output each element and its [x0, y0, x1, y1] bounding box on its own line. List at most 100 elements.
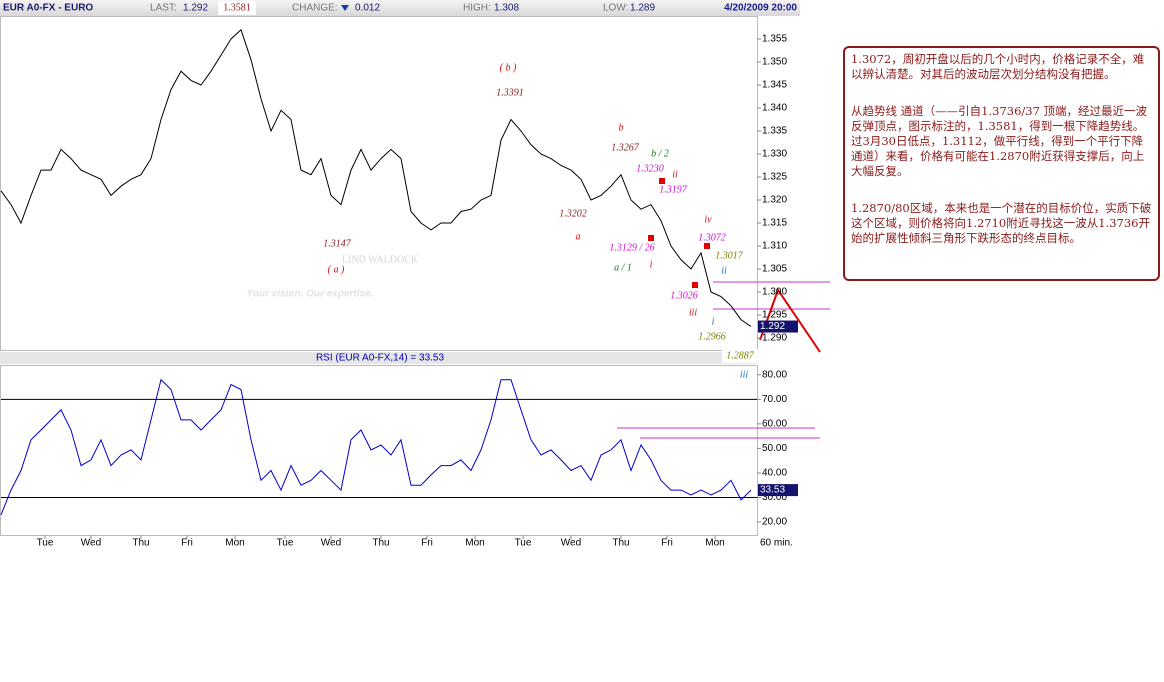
x-tick-label: Wed: [561, 538, 581, 549]
change-label: CHANGE:: [292, 3, 338, 14]
annotation: b: [619, 122, 624, 133]
annotation: iii: [740, 369, 749, 380]
annotation: 1.3017: [715, 250, 744, 261]
note-paragraph: 从趋势线 通道（——引自1.3736/37 顶端，经过最近一波反弹顶点，图示标注…: [851, 104, 1148, 178]
y-tick-label: 20.00: [762, 517, 787, 528]
annotation: i: [712, 316, 715, 327]
annotation: 1.3267: [611, 142, 640, 153]
last: 1.292: [183, 3, 208, 14]
label-box: [733, 369, 755, 381]
label-box: [722, 349, 760, 363]
annotation: a: [576, 231, 581, 242]
y-tick-label: 1.290: [762, 333, 787, 344]
y-tick-label: 1.335: [762, 126, 787, 137]
high-mark: 1.3581: [223, 2, 251, 13]
x-tick-label: Tue: [37, 538, 54, 549]
annotation: 1.3391: [496, 87, 524, 98]
x-tick-label: Wed: [81, 538, 101, 549]
annotation: i: [650, 259, 653, 270]
y-tick-label: 70.00: [762, 394, 787, 405]
y-tick-label: 60.00: [762, 419, 787, 430]
annotations: ( b ) 1.3391 b 1.3267 b / 2 1.3230 ii 1.…: [323, 62, 760, 381]
note-paragraph: 1.3072，周初开盘以后的几个小时内，价格记录不全，难以辨认清楚。对其后的波动…: [851, 52, 1145, 81]
price-frame: [0, 16, 758, 351]
y-tick-label: 50.00: [762, 443, 787, 454]
y-tick-label: 30.00: [762, 492, 787, 503]
annotation: 1.3129 / 26: [609, 242, 654, 253]
x-tick-label: Fri: [181, 538, 193, 549]
y-tick-label: 1.320: [762, 195, 787, 206]
y-tick-label: 1.300: [762, 287, 787, 298]
high: 1.308: [494, 3, 519, 14]
series-line: [0, 28, 752, 327]
annotation: 1.2966: [698, 331, 726, 342]
annotation: 1.3230: [636, 163, 664, 174]
x-tick-label: Tue: [277, 538, 294, 549]
down-arrow: [341, 5, 349, 11]
high-label: HIGH:: [463, 3, 491, 14]
low: 1.289: [630, 3, 655, 14]
low-label: LOW:: [603, 3, 628, 14]
annotation: ( b ): [500, 62, 517, 73]
watermark-slogan: Your vision. Our expertise.: [247, 289, 374, 300]
y-tick-label: 1.355: [762, 34, 787, 45]
annotation: iii: [689, 307, 698, 318]
annotation: 1.3147: [323, 238, 352, 249]
symbol: EUR A0-FX - EURO: [3, 3, 93, 14]
marker: [659, 178, 665, 184]
marker: [648, 235, 654, 241]
y-tick-label: 1.310: [762, 241, 787, 252]
annotation: b / 2: [651, 148, 669, 159]
rsi-title-bar: [0, 352, 757, 364]
y-tick-label: 40.00: [762, 468, 787, 479]
annotation: iv: [704, 214, 712, 225]
annotation: 1.3202: [559, 208, 587, 219]
x-tick-label: Fri: [661, 538, 673, 549]
x-tick-label: Thu: [132, 538, 149, 549]
watermark-brand: LIND WALDOCK: [342, 254, 419, 265]
x-tick-label: Mon: [225, 538, 244, 549]
y-tick-label: 1.315: [762, 218, 787, 229]
rsi-frame: [0, 365, 758, 536]
annotation: a / 1: [614, 262, 632, 273]
marker: [692, 282, 698, 288]
x-tick-label: Mon: [705, 538, 724, 549]
annotation: 1.3026: [670, 290, 698, 301]
annotation: ( a ): [328, 264, 345, 275]
annotation: 1.2887: [726, 350, 755, 361]
annotation: ii: [672, 169, 678, 180]
high-box: [218, 1, 256, 15]
y-tick-label: 1.325: [762, 172, 787, 183]
annotation: 1.3197: [659, 184, 688, 195]
value-tag-label: 33.53: [760, 485, 785, 496]
interval: 60 min.: [760, 538, 793, 549]
datetime: 4/20/2009 20:00: [724, 3, 797, 14]
annotation: 1.3072: [698, 232, 726, 243]
header-bar: [0, 0, 800, 16]
chart: EUR A0-FX - EURO LAST: 1.292 1.3581 CHAN…: [0, 0, 830, 549]
rsi-title: RSI (EUR A0-FX,14) = 33.53: [316, 353, 445, 364]
y-tick-label: 1.345: [762, 80, 787, 91]
y-tick-label: 1.330: [762, 149, 787, 160]
last-label: LAST:: [150, 3, 177, 14]
y-tick-label: 1.305: [762, 264, 787, 275]
x-tick-label: Tue: [515, 538, 532, 549]
x-tick-label: Thu: [372, 538, 389, 549]
x-tick-label: Fri: [421, 538, 433, 549]
wave-markers: [648, 178, 710, 288]
value-tag: [758, 484, 798, 497]
value-tag-label: 1.292: [760, 321, 785, 332]
note-paragraph: 1.2870/80区域，本来也是一个潜在的目标价位，实质下破这个区域，则价格将向…: [851, 201, 1152, 245]
comment-box: 1.3072，周初开盘以后的几个小时内，价格记录不全，难以辨认清楚。对其后的波动…: [843, 46, 1160, 281]
y-tick-label: 1.340: [762, 103, 787, 114]
series-line: [0, 378, 752, 516]
annotation: ii: [721, 265, 727, 276]
channel-lines: [617, 281, 830, 439]
marker: [704, 243, 710, 249]
y-tick-label: 80.00: [762, 369, 787, 380]
x-tick-label: Thu: [612, 538, 629, 549]
value-tag: [758, 320, 798, 333]
y-tick-label: 1.350: [762, 57, 787, 68]
y-tick-label: 1.295: [762, 310, 787, 321]
